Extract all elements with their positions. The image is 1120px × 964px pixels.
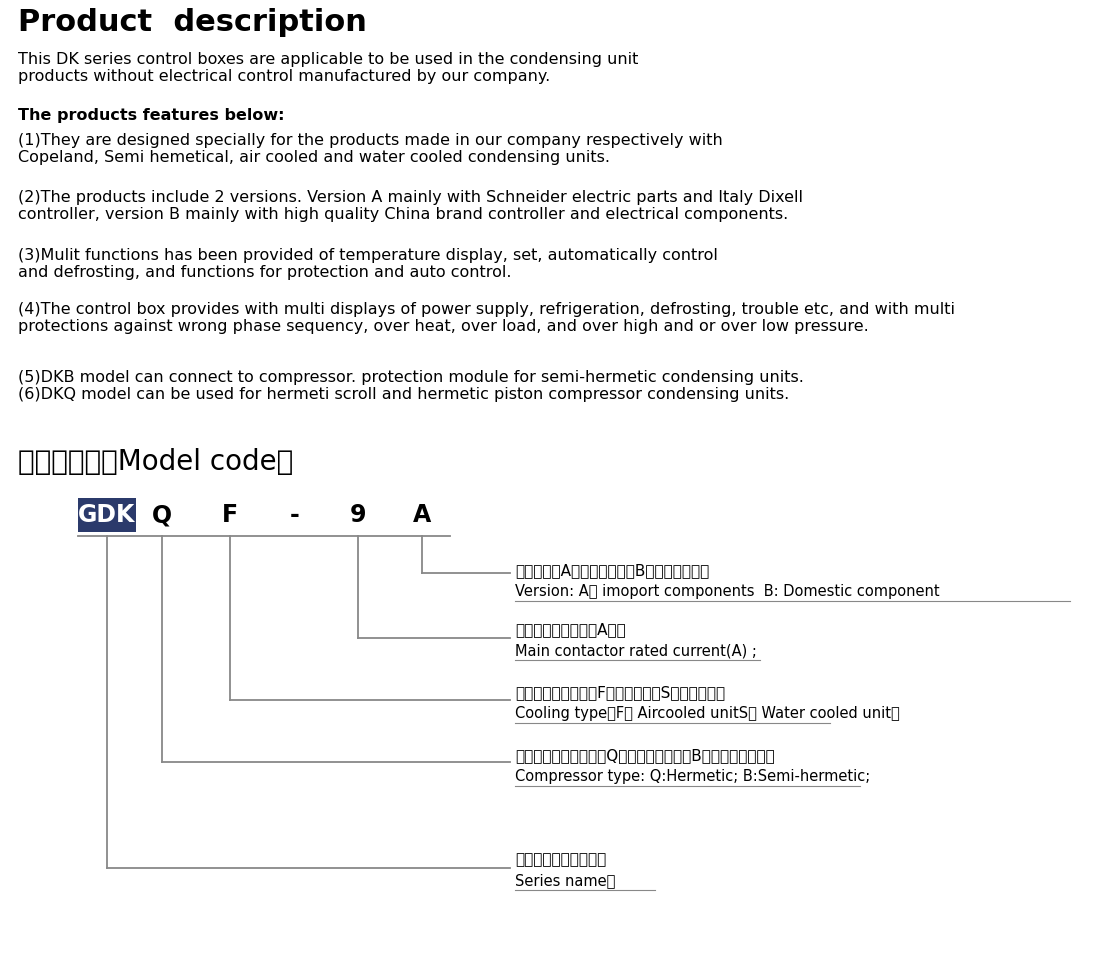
Text: Series name；: Series name； (515, 873, 615, 888)
Text: (1)They are designed specially for the products made in our company respectively: (1)They are designed specially for the p… (18, 133, 722, 166)
Text: 二、型号说明Model code：: 二、型号说明Model code： (18, 448, 293, 476)
Text: 电控笱产品系列代号；: 电控笱产品系列代号； (515, 852, 606, 867)
Text: 主接触器额定电流（A）；: 主接触器额定电流（A）； (515, 622, 626, 637)
Text: F: F (222, 503, 239, 527)
Text: Main contactor rated current(A) ;: Main contactor rated current(A) ; (515, 643, 757, 658)
Text: 适用机组形式代号，F：风冷机组、S：水冷机组；: 适用机组形式代号，F：风冷机组、S：水冷机组； (515, 685, 725, 700)
Text: Q: Q (152, 503, 172, 527)
Bar (78, 498, 136, 532)
Text: A: A (413, 503, 431, 527)
Text: Compressor type: Q:Hermetic; B:Semi-hermetic;: Compressor type: Q:Hermetic; B:Semi-herm… (515, 769, 870, 784)
Text: GDK: GDK (78, 503, 136, 527)
Text: Version: A： imoport components  B: Domestic component: Version: A： imoport components B: Domest… (515, 584, 940, 599)
Text: 适用压缩机形式代号，Q：全封闭压缩机、B：半封闭压缩机；: 适用压缩机形式代号，Q：全封闭压缩机、B：半封闭压缩机； (515, 748, 775, 763)
Text: (4)The control box provides with multi displays of power supply, refrigeration, : (4)The control box provides with multi d… (18, 302, 955, 335)
Text: The products features below:: The products features below: (18, 108, 284, 123)
Text: 配置代号，A：进口型配置、B：国产型配置；: 配置代号，A：进口型配置、B：国产型配置； (515, 563, 709, 578)
Text: This DK series control boxes are applicable to be used in the condensing unit
pr: This DK series control boxes are applica… (18, 52, 638, 85)
Text: Cooling type，F： Aircooled unitS： Water cooled unit；: Cooling type，F： Aircooled unitS： Water c… (515, 706, 899, 721)
Text: Product  description: Product description (18, 8, 367, 37)
Text: (3)Mulit functions has been provided of temperature display, set, automatically : (3)Mulit functions has been provided of … (18, 248, 718, 281)
Text: (5)DKB model can connect to compressor. protection module for semi-hermetic cond: (5)DKB model can connect to compressor. … (18, 370, 804, 402)
Text: (2)The products include 2 versions. Version A mainly with Schneider electric par: (2)The products include 2 versions. Vers… (18, 190, 803, 223)
Text: -: - (290, 503, 300, 527)
Text: 9: 9 (349, 503, 366, 527)
